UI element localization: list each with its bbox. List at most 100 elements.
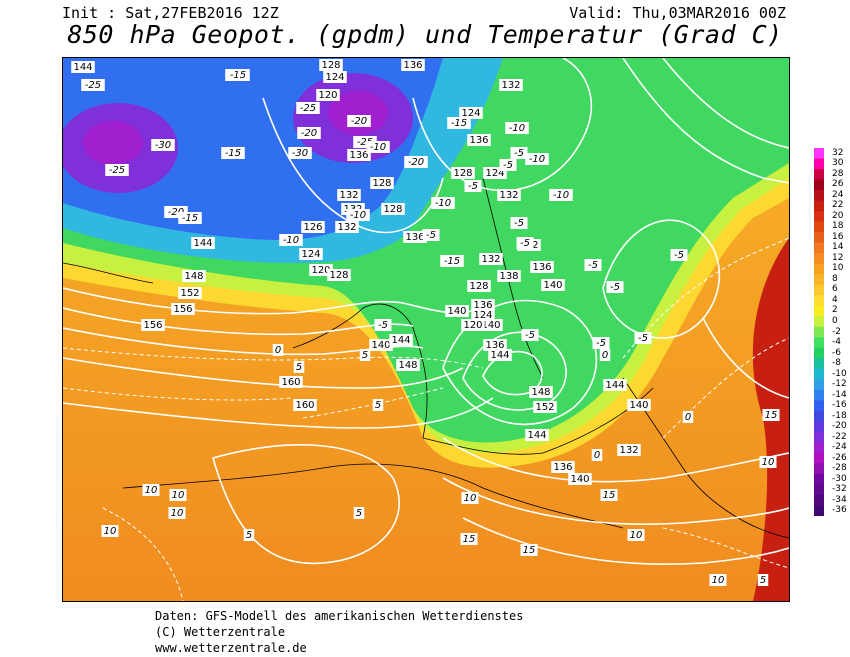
legend-swatch bbox=[814, 263, 824, 275]
temperature-label-box bbox=[296, 102, 320, 114]
temperature-label-box bbox=[297, 127, 321, 139]
temperature-label-box bbox=[404, 156, 428, 168]
geopotential-label-box bbox=[327, 269, 351, 281]
legend-swatch bbox=[814, 484, 824, 496]
geopotential-label: 124 bbox=[461, 108, 480, 119]
cold-core-north-inner bbox=[328, 91, 388, 135]
temperature-label-box bbox=[460, 533, 478, 545]
geopotential-label: 138 bbox=[499, 271, 518, 282]
temperature-label-box bbox=[757, 574, 769, 586]
temperature-label: -5 bbox=[378, 320, 388, 331]
geopotential-label-box bbox=[401, 59, 425, 71]
geopotential-label-box bbox=[293, 399, 317, 411]
temperature-label-box bbox=[510, 217, 528, 229]
temperature-label-box bbox=[422, 229, 440, 241]
geopotential-label-box bbox=[178, 287, 202, 299]
legend-label: 32 bbox=[832, 147, 844, 158]
legend-swatch bbox=[814, 148, 824, 160]
geopotential-label: 148 bbox=[398, 360, 417, 371]
temperature-label: -10 bbox=[283, 235, 299, 246]
legend-label: -32 bbox=[832, 484, 847, 495]
legend-swatch bbox=[814, 442, 824, 454]
geopotential-label-box bbox=[299, 248, 323, 260]
geopotential-label-box bbox=[471, 309, 495, 321]
temperature-label: 10 bbox=[172, 490, 185, 501]
geopotential-label-box bbox=[323, 71, 347, 83]
temperature-label: -5 bbox=[468, 181, 478, 192]
legend-swatch bbox=[814, 295, 824, 307]
geopotential-label-box bbox=[497, 270, 521, 282]
legend-swatch bbox=[814, 305, 824, 317]
temperature-label-box bbox=[627, 529, 645, 541]
temperature-label: -20 bbox=[408, 157, 424, 168]
geopotential-label: 144 bbox=[193, 238, 212, 249]
temperature-label: 10 bbox=[712, 575, 725, 586]
geopotential-label: 152 bbox=[180, 288, 199, 299]
geopotential-label: 140 bbox=[543, 280, 562, 291]
legend-label: 10 bbox=[832, 263, 844, 274]
temperature-label-box bbox=[499, 159, 517, 171]
legend-swatch bbox=[814, 158, 824, 170]
temperature-label: 5 bbox=[296, 362, 302, 373]
temperature-label: -10 bbox=[350, 210, 366, 221]
geopotential-label: 136 bbox=[469, 135, 488, 146]
geopotential-label: 124 bbox=[301, 249, 320, 260]
temperature-label: -10 bbox=[370, 142, 386, 153]
temperature-label: -5 bbox=[426, 230, 436, 241]
temperature-label: -20 bbox=[301, 128, 317, 139]
geopotential-label: 120 bbox=[311, 265, 330, 276]
geopotential-label-box bbox=[483, 339, 507, 351]
geopotential-label: 132 bbox=[499, 190, 518, 201]
geopotential-label-box bbox=[471, 299, 495, 311]
temperature-label: -15 bbox=[444, 256, 460, 267]
temperature-label-box bbox=[168, 507, 186, 519]
geopotential-label: 128 bbox=[383, 204, 402, 215]
legend-swatch bbox=[814, 274, 824, 286]
credit-copyright: (C) Wetterzentrale bbox=[155, 625, 286, 639]
temperature-label: -10 bbox=[553, 190, 569, 201]
geopotential-label-box bbox=[461, 319, 485, 331]
geopotential-label-box bbox=[459, 107, 483, 119]
legend-swatch bbox=[814, 379, 824, 391]
geopotential-label: 140 bbox=[447, 306, 466, 317]
temperature-label: 10 bbox=[145, 485, 158, 496]
temperature-label: -15 bbox=[230, 70, 246, 81]
legend-label: 18 bbox=[832, 221, 844, 232]
legend-swatch bbox=[814, 242, 824, 254]
temperature-label: 5 bbox=[356, 508, 362, 519]
map-title: 850 hPa Geopot. (gpdm) und Temperatur (G… bbox=[67, 20, 783, 49]
temperature-label-box bbox=[272, 344, 284, 356]
geopotential-label: 132 bbox=[339, 190, 358, 201]
geopotential-label-box bbox=[309, 264, 333, 276]
geopotential-label-box bbox=[279, 376, 303, 388]
temperature-label-box bbox=[101, 525, 119, 537]
legend-label: -6 bbox=[832, 347, 841, 358]
geopotential-label: 160 bbox=[281, 377, 300, 388]
geopotential-label-box bbox=[316, 89, 340, 101]
temperature-label-box bbox=[293, 361, 305, 373]
legend-label: 28 bbox=[832, 168, 844, 179]
legend-label: -30 bbox=[832, 473, 847, 484]
legend-swatch bbox=[814, 253, 824, 265]
legend-swatch bbox=[814, 400, 824, 412]
geopotential-label-box bbox=[617, 444, 641, 456]
geopotential-label: 140 bbox=[371, 340, 390, 351]
legend-label: -24 bbox=[832, 442, 847, 453]
temperature-label: 10 bbox=[464, 493, 477, 504]
cold-core-west-inner bbox=[83, 121, 143, 165]
geopotential-label-box bbox=[191, 237, 215, 249]
temperature-label: 10 bbox=[762, 457, 775, 468]
legend-label: 14 bbox=[832, 242, 844, 253]
temperature-label: -5 bbox=[588, 260, 598, 271]
geopotential-label-box bbox=[488, 349, 512, 361]
temperature-label-box bbox=[592, 337, 610, 349]
temperature-label: -10 bbox=[529, 154, 545, 165]
temperature-label-box bbox=[525, 153, 549, 165]
temperature-label-box bbox=[591, 449, 603, 461]
legend-label: 26 bbox=[832, 179, 844, 190]
legend-label: 20 bbox=[832, 210, 844, 221]
legend-label: -14 bbox=[832, 389, 847, 400]
temperature-label: 5 bbox=[246, 530, 252, 541]
geopotential-label-box bbox=[319, 59, 343, 71]
